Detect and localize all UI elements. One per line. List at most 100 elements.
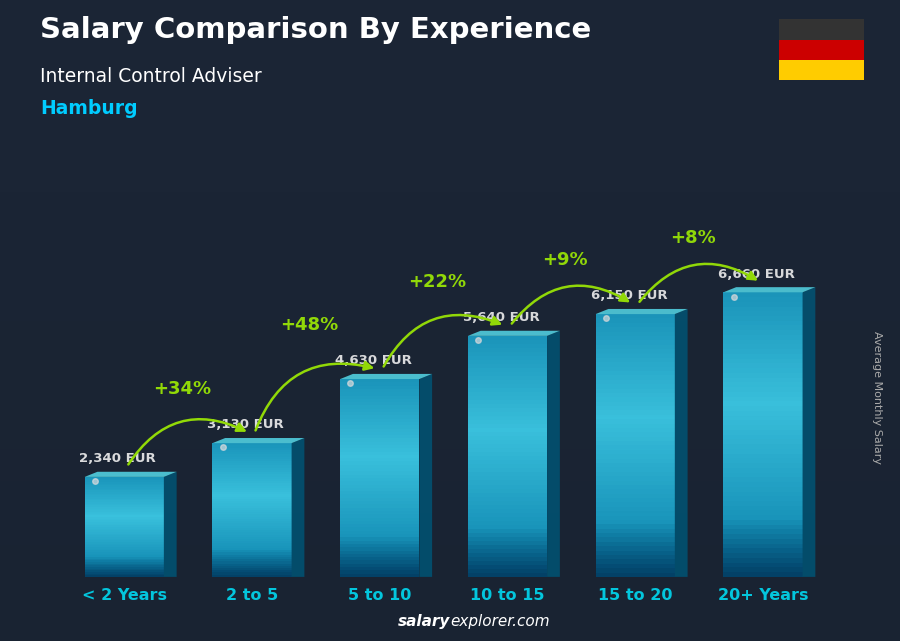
Bar bbox=[0, 32, 900, 64]
Bar bbox=[212, 519, 292, 521]
Bar bbox=[340, 551, 419, 554]
Bar bbox=[724, 472, 803, 478]
Bar bbox=[212, 544, 292, 545]
Bar bbox=[468, 356, 547, 360]
Bar bbox=[596, 485, 675, 489]
Text: 3,130 EUR: 3,130 EUR bbox=[207, 419, 284, 431]
Bar bbox=[212, 465, 292, 468]
Bar bbox=[724, 378, 803, 383]
Bar bbox=[85, 499, 164, 500]
Text: +8%: +8% bbox=[670, 229, 716, 247]
Bar bbox=[468, 424, 547, 428]
Bar bbox=[340, 501, 419, 504]
Bar bbox=[468, 525, 547, 529]
Bar bbox=[468, 404, 547, 408]
Bar bbox=[212, 445, 292, 447]
Bar bbox=[724, 549, 803, 553]
Bar bbox=[212, 559, 292, 562]
Bar bbox=[212, 510, 292, 512]
Bar bbox=[468, 352, 547, 356]
Bar bbox=[724, 387, 803, 392]
Bar bbox=[596, 555, 675, 560]
Bar bbox=[724, 344, 803, 349]
Bar bbox=[724, 544, 803, 549]
Bar bbox=[340, 389, 419, 392]
Bar bbox=[85, 567, 164, 569]
Polygon shape bbox=[340, 374, 432, 379]
Bar bbox=[85, 497, 164, 499]
Text: 6,150 EUR: 6,150 EUR bbox=[590, 289, 667, 303]
Bar bbox=[468, 472, 547, 476]
Bar bbox=[340, 491, 419, 494]
Bar bbox=[468, 561, 547, 565]
Bar bbox=[212, 575, 292, 577]
Bar bbox=[724, 478, 803, 482]
Bar bbox=[85, 558, 164, 560]
Bar bbox=[85, 525, 164, 527]
Bar bbox=[0, 256, 900, 288]
Bar bbox=[468, 392, 547, 396]
Bar bbox=[85, 524, 164, 525]
Bar bbox=[0, 449, 900, 481]
Bar bbox=[85, 565, 164, 567]
Polygon shape bbox=[164, 472, 176, 577]
Bar bbox=[724, 411, 803, 415]
Bar bbox=[724, 534, 803, 539]
Bar bbox=[468, 444, 547, 448]
Bar bbox=[85, 500, 164, 502]
Bar bbox=[85, 542, 164, 544]
Bar bbox=[596, 428, 675, 432]
Bar bbox=[85, 494, 164, 495]
Bar bbox=[212, 517, 292, 519]
Bar bbox=[85, 570, 164, 572]
Bar bbox=[596, 432, 675, 437]
Bar bbox=[85, 527, 164, 529]
Bar bbox=[340, 386, 419, 389]
Bar bbox=[468, 529, 547, 533]
Text: salary: salary bbox=[398, 615, 450, 629]
Bar bbox=[468, 497, 547, 501]
Bar bbox=[468, 517, 547, 520]
Bar bbox=[724, 463, 803, 468]
Bar bbox=[596, 524, 675, 529]
Bar bbox=[596, 319, 675, 323]
Bar bbox=[724, 525, 803, 529]
Bar bbox=[778, 60, 864, 80]
Bar bbox=[596, 397, 675, 402]
Bar bbox=[724, 340, 803, 344]
Bar bbox=[468, 469, 547, 472]
Bar bbox=[596, 463, 675, 467]
Bar bbox=[212, 501, 292, 503]
Bar bbox=[212, 470, 292, 472]
Bar bbox=[596, 345, 675, 349]
Bar bbox=[340, 531, 419, 534]
Bar bbox=[212, 508, 292, 510]
Bar bbox=[596, 393, 675, 397]
Bar bbox=[724, 572, 803, 577]
Bar bbox=[212, 553, 292, 554]
Bar bbox=[596, 494, 675, 498]
Bar bbox=[596, 450, 675, 454]
Bar bbox=[0, 96, 900, 128]
Text: Hamburg: Hamburg bbox=[40, 99, 138, 119]
Bar bbox=[596, 331, 675, 336]
Bar bbox=[340, 574, 419, 577]
Bar bbox=[212, 485, 292, 488]
Bar bbox=[85, 575, 164, 577]
Bar bbox=[340, 563, 419, 567]
Bar bbox=[212, 499, 292, 501]
Bar bbox=[468, 537, 547, 541]
Bar bbox=[724, 320, 803, 326]
Text: 4,630 EUR: 4,630 EUR bbox=[335, 354, 412, 367]
Bar bbox=[85, 504, 164, 505]
Bar bbox=[596, 340, 675, 345]
Bar bbox=[596, 472, 675, 476]
Bar bbox=[340, 399, 419, 402]
Bar bbox=[340, 517, 419, 521]
Bar bbox=[340, 471, 419, 475]
Bar bbox=[724, 563, 803, 567]
Bar bbox=[85, 544, 164, 545]
Bar bbox=[212, 528, 292, 530]
Bar bbox=[212, 454, 292, 456]
Bar bbox=[340, 438, 419, 442]
